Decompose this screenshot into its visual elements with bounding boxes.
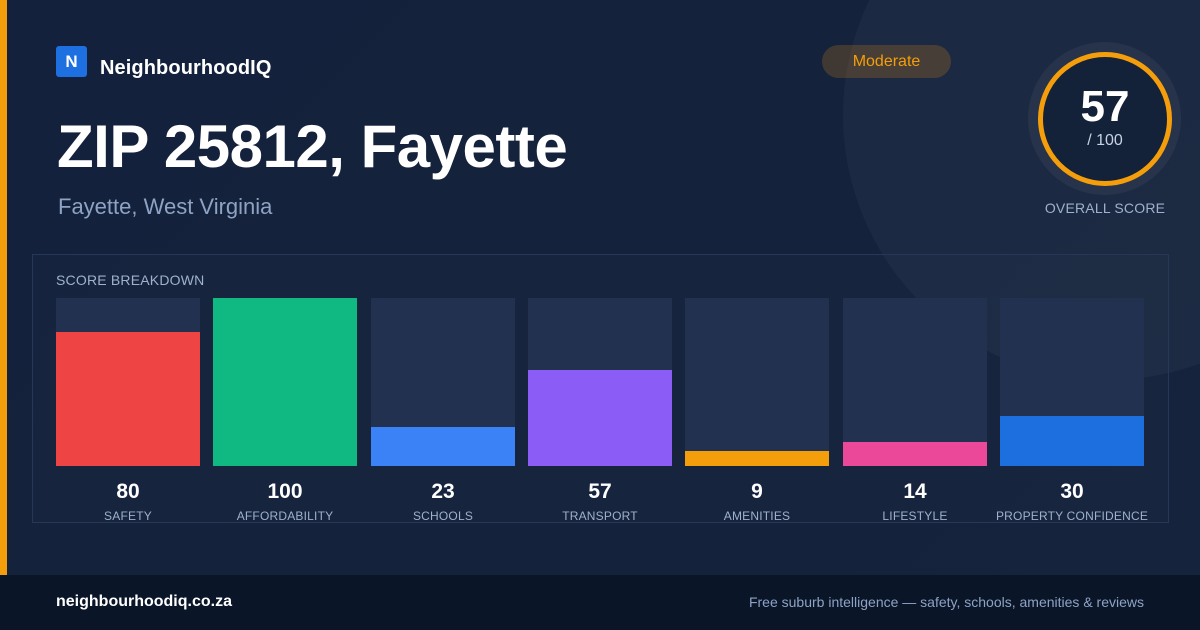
bar-fill (1000, 416, 1144, 466)
bar-value: 23 (431, 480, 455, 503)
brand-name: NeighbourhoodIQ (100, 57, 272, 79)
bar-label: TRANSPORT (562, 509, 638, 523)
bar-label: AFFORDABILITY (236, 509, 334, 523)
bar-track (528, 298, 672, 466)
bar-fill (685, 451, 829, 466)
overall-score-max: / 100 (1087, 132, 1123, 149)
status-badge: Moderate (822, 45, 951, 78)
bar-value: 30 (1060, 480, 1084, 503)
bar-fill (213, 298, 357, 466)
bar-label: LIFESTYLE (882, 509, 948, 523)
accent-stripe (0, 0, 7, 575)
bar-label: PROPERTY CONFIDENCE (995, 509, 1149, 523)
bar-value: 9 (751, 480, 763, 503)
bar-track (843, 298, 987, 466)
bar-track (1000, 298, 1144, 466)
overall-score-value: 57 (1080, 82, 1130, 131)
bar-track (685, 298, 829, 466)
page-subtitle: Fayette, West Virginia (58, 194, 273, 219)
share-card (0, 0, 1200, 575)
bar-track (56, 298, 200, 466)
bar-fill (528, 370, 672, 466)
bar-track (213, 298, 357, 466)
bar-track (371, 298, 515, 466)
footer-tagline: Free suburb intelligence — safety, schoo… (748, 594, 1144, 610)
bar-fill (56, 332, 200, 466)
bar-value: 100 (267, 480, 303, 503)
footer (0, 575, 1200, 630)
footer-url-link[interactable]: neighbourhoodiq.co.za (56, 593, 232, 610)
bar-fill (371, 427, 515, 466)
bar-value: 14 (903, 480, 927, 503)
bar-label: AMENITIES (723, 509, 791, 523)
page-title: ZIP 25812, Fayette (57, 113, 568, 180)
score-ring (1038, 52, 1172, 186)
logo-icon: N (56, 46, 87, 77)
bar-label: SCHOOLS (412, 509, 474, 523)
bar-value: 80 (116, 480, 140, 503)
bar-label: SAFETY (104, 509, 152, 523)
overall-score-label: OVERALL SCORE (1044, 200, 1166, 216)
score-breakdown-title: SCORE BREAKDOWN (56, 272, 205, 288)
bar-fill (843, 442, 987, 466)
score-breakdown-panel (32, 254, 1169, 523)
bar-value: 57 (588, 480, 612, 503)
